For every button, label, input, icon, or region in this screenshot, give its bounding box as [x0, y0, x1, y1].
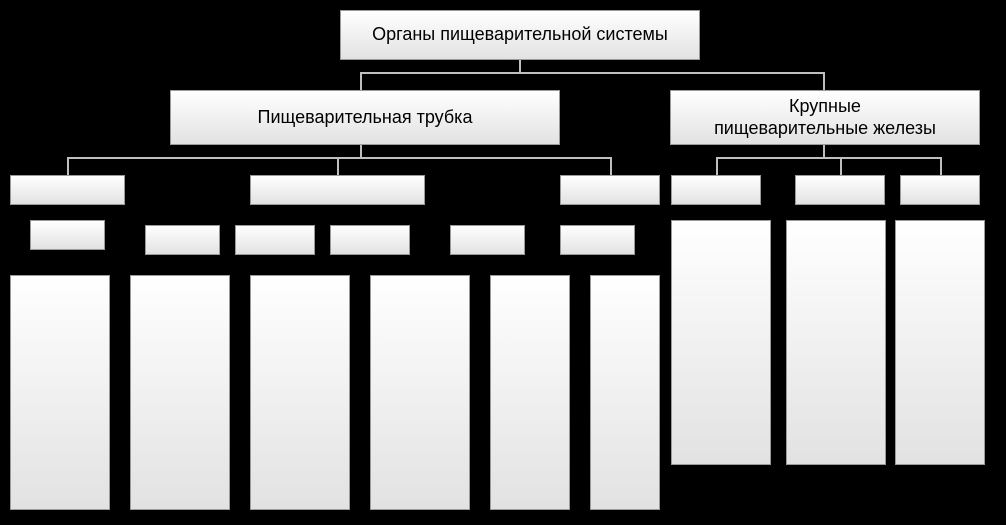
- root-box: Органы пищеварительной системы: [340, 10, 700, 60]
- connector: [823, 145, 825, 157]
- glands-tall-0: [671, 220, 771, 465]
- tube-r1-0: [10, 175, 125, 205]
- root-label: Органы пищеварительной системы: [372, 24, 668, 46]
- connector: [519, 60, 521, 72]
- tube-r2-2: [235, 225, 315, 255]
- glands-tall-2: [895, 220, 985, 465]
- tube-r2-5: [560, 225, 635, 255]
- tube-r2-1: [145, 225, 220, 255]
- tube-r1-1: [250, 175, 425, 205]
- connector: [610, 157, 612, 175]
- connector: [337, 157, 339, 175]
- glands-label: Крупныепищеварительные железы: [714, 96, 936, 139]
- connector: [823, 72, 825, 90]
- tube-label: Пищеварительная трубка: [258, 107, 473, 129]
- connector: [940, 157, 942, 175]
- glands-tall-1: [786, 220, 886, 465]
- tube-box: Пищеварительная трубка: [170, 90, 560, 145]
- tube-tall-0: [10, 275, 110, 510]
- connector: [67, 157, 69, 175]
- tube-tall-1: [130, 275, 230, 510]
- tube-tall-5: [590, 275, 660, 510]
- connector: [716, 157, 940, 159]
- connector: [67, 157, 612, 159]
- tube-tall-4: [490, 275, 570, 510]
- tube-tall-2: [250, 275, 350, 510]
- glands-box: Крупныепищеварительные железы: [670, 90, 980, 145]
- connector: [360, 145, 362, 157]
- connector: [716, 157, 718, 175]
- tube-tall-3: [370, 275, 470, 510]
- connector: [360, 72, 825, 74]
- connector: [360, 72, 362, 90]
- connector: [840, 157, 842, 175]
- glands-sub-0: [671, 175, 761, 205]
- tube-r2-3: [330, 225, 410, 255]
- glands-sub-2: [900, 175, 980, 205]
- tube-r2-0: [30, 220, 105, 250]
- glands-sub-1: [795, 175, 885, 205]
- tube-r2-4: [450, 225, 525, 255]
- tube-r1-2: [560, 175, 660, 205]
